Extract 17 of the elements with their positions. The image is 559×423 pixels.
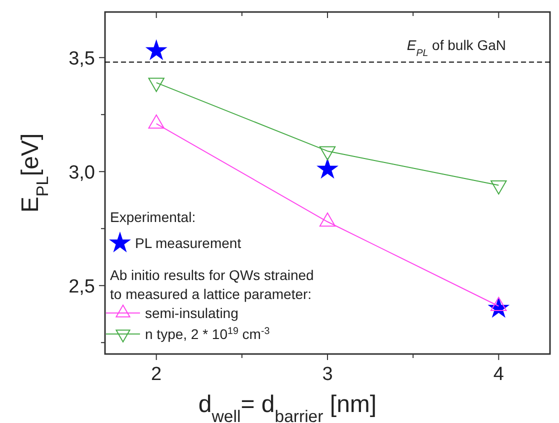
- point: [148, 114, 164, 129]
- x-axis-title: d$_{well}$= d$_{barrier}$ [nm]: [198, 391, 377, 423]
- annotation: Ab initio results for QWs strained to measured a lattice parameter:: [110, 267, 314, 302]
- y-tick-label: 3,5: [68, 48, 95, 70]
- legend-title: Experimental:: [110, 209, 196, 225]
- point: [146, 40, 166, 60]
- legend-label: n type, 2 * 10$^{19}$ cm$^{-3}$: [145, 326, 270, 342]
- legend-label: PL measurement: [135, 235, 242, 251]
- legend-label: semi-insulating: [145, 305, 238, 321]
- point: [319, 212, 336, 227]
- x-tick-label: 3: [322, 364, 333, 385]
- ref-line-label: E$_{PL}$ of bulk GaN: [406, 37, 506, 59]
- x-tick-label: 4: [493, 364, 504, 385]
- x-tick-label: 2: [151, 364, 162, 385]
- y-tick-label: 3,0: [68, 162, 95, 184]
- point: [318, 158, 338, 178]
- y-tick-label: 2,5: [68, 276, 95, 298]
